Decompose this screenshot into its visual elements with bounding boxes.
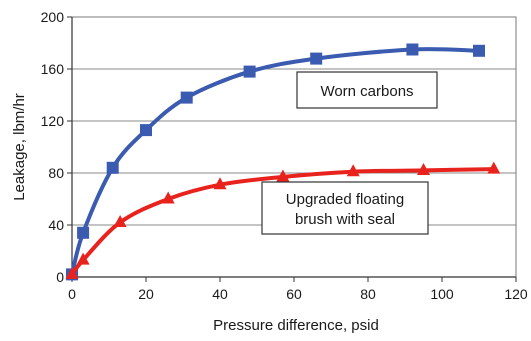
x-tick-label-0: 0 bbox=[68, 286, 76, 302]
series-label-box-upgraded-brush bbox=[261, 181, 429, 235]
axes: 0 40 80 120 160 200 0 20 40 60 80 100 120 bbox=[41, 9, 528, 302]
series-point-upgraded-brush-6 bbox=[346, 164, 360, 177]
y-tick-label-200: 200 bbox=[41, 9, 65, 25]
y-tick-label-80: 80 bbox=[48, 165, 64, 181]
y-axis-title: Leakage, lbm/hr bbox=[11, 93, 28, 201]
x-axis-title: Pressure difference, psid bbox=[213, 317, 379, 334]
series-point-upgraded-brush-1 bbox=[76, 252, 90, 265]
series-point-worn-carbons-7 bbox=[406, 43, 419, 56]
series-point-upgraded-brush-3 bbox=[161, 191, 175, 204]
x-tick-label-120: 120 bbox=[504, 286, 528, 302]
labels: Pressure difference, psid Leakage, lbm/hr… bbox=[11, 71, 438, 334]
x-tick-label-20: 20 bbox=[138, 286, 154, 302]
series-point-upgraded-brush-4 bbox=[213, 177, 227, 190]
series-point-worn-carbons-2 bbox=[106, 161, 119, 174]
series-point-worn-carbons-5 bbox=[243, 65, 256, 78]
y-tick-label-160: 160 bbox=[41, 61, 65, 77]
y-tick-label-40: 40 bbox=[48, 217, 64, 233]
series-point-upgraded-brush-5 bbox=[276, 169, 290, 182]
plot-frame bbox=[71, 16, 517, 278]
series-point-worn-carbons-4 bbox=[180, 91, 193, 104]
series-point-upgraded-brush-7 bbox=[417, 162, 430, 175]
x-tick-label-60: 60 bbox=[286, 286, 302, 302]
y-tick-label-120: 120 bbox=[41, 113, 65, 129]
series-label-box-worn-carbons bbox=[296, 71, 438, 109]
series-point-worn-carbons-6 bbox=[310, 52, 323, 65]
series-point-upgraded-brush-8 bbox=[487, 161, 501, 174]
series-point-worn-carbons-8 bbox=[473, 44, 485, 57]
series-label-upgraded-brush-line2: brush with seal bbox=[295, 211, 395, 228]
series-point-upgraded-brush-0 bbox=[65, 266, 79, 279]
x-tick-label-100: 100 bbox=[430, 286, 454, 302]
series-point-worn-carbons-3 bbox=[140, 124, 152, 137]
series-point-worn-carbons-1 bbox=[77, 226, 90, 239]
series-point-upgraded-brush-2 bbox=[113, 214, 127, 227]
x-tick-label-80: 80 bbox=[360, 286, 376, 302]
x-tick-label-40: 40 bbox=[212, 286, 228, 302]
series-label-worn-carbons: Worn carbons bbox=[320, 83, 413, 100]
series bbox=[65, 43, 501, 281]
y-tick-label-0: 0 bbox=[56, 269, 64, 285]
series-label-upgraded-brush-line1: Upgraded floating bbox=[286, 191, 404, 208]
